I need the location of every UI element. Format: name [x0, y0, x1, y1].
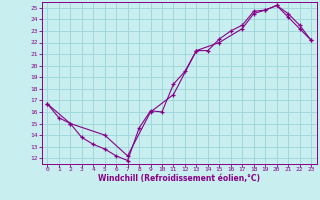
X-axis label: Windchill (Refroidissement éolien,°C): Windchill (Refroidissement éolien,°C)	[98, 174, 260, 183]
